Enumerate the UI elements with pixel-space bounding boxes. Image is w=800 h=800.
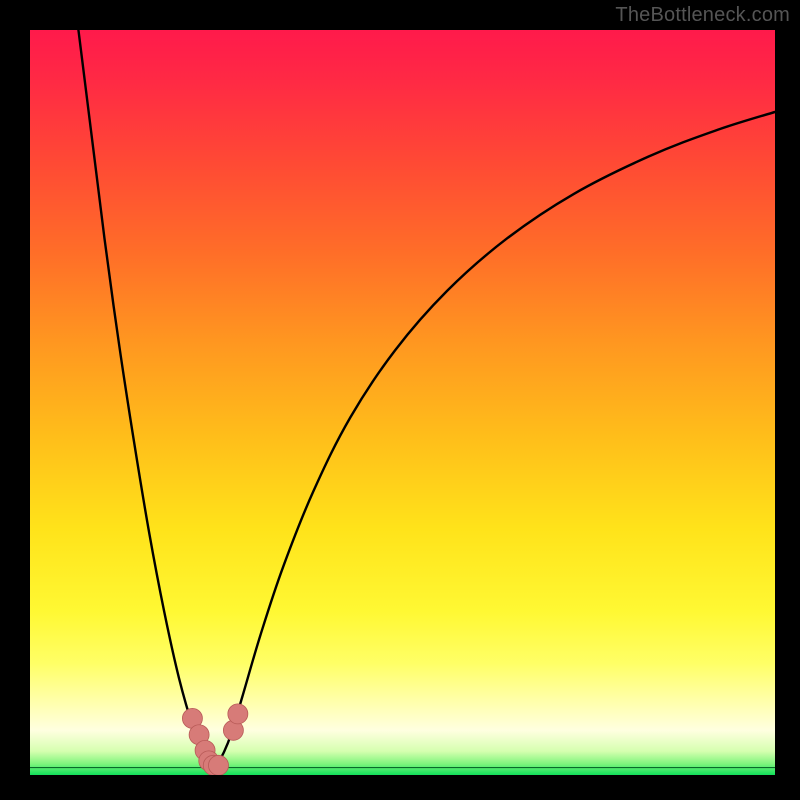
- marker-point: [228, 704, 248, 724]
- gradient-background: [30, 30, 775, 775]
- plot-area: [30, 30, 775, 775]
- figure-root: TheBottleneck.com: [0, 0, 800, 800]
- marker-point: [208, 755, 228, 775]
- watermark-text: TheBottleneck.com: [615, 4, 790, 27]
- chart-svg: [30, 30, 775, 775]
